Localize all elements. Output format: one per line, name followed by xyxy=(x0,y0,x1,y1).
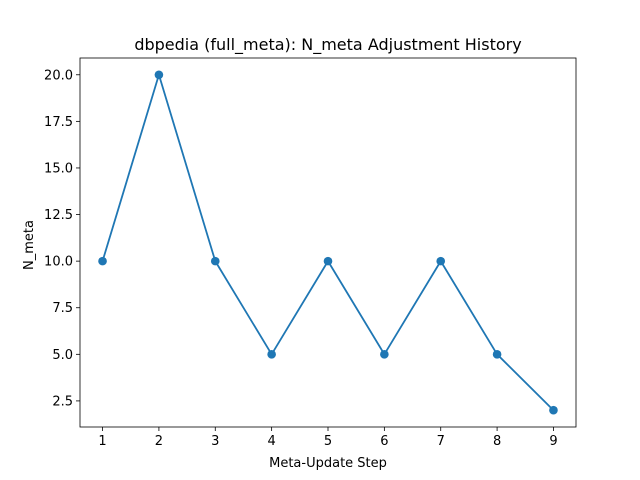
data-point xyxy=(98,256,107,266)
data-point xyxy=(492,350,502,359)
y-tick-label: 10.0 xyxy=(44,255,73,270)
y-axis-label: N_meta xyxy=(22,220,37,270)
chart-title: dbpedia (full_meta): N_meta Adjustment H… xyxy=(134,35,521,55)
y-tick-label: 2.5 xyxy=(52,394,73,409)
x-tick-label: 7 xyxy=(437,434,445,449)
x-tick-label: 1 xyxy=(98,434,106,449)
data-point xyxy=(154,70,164,80)
y-tick-label: 17.5 xyxy=(44,115,73,130)
x-tick-label: 4 xyxy=(267,434,275,449)
data-point xyxy=(436,256,446,266)
y-tick-label: 7.5 xyxy=(52,301,73,316)
y-tick-label: 20.0 xyxy=(44,68,73,83)
data-point xyxy=(549,405,558,415)
data-point xyxy=(267,350,276,359)
axes-frame xyxy=(79,57,577,428)
x-tick-label: 8 xyxy=(493,434,501,449)
y-tick-label: 12.5 xyxy=(44,208,73,223)
data-point xyxy=(323,256,333,266)
x-tick-label: 5 xyxy=(324,434,332,449)
data-point xyxy=(380,350,389,359)
x-axis-label: Meta-Update Step xyxy=(269,456,387,471)
x-tick-label: 9 xyxy=(549,434,557,449)
y-tick-label: 15.0 xyxy=(44,161,73,176)
y-tick-label: 5.0 xyxy=(52,348,73,363)
plot-area: 1 2 3 4 5 6 7 8 9 2.5 5.0 7.5 10.0 12.5 15.0 17.5 20.0 xyxy=(44,57,577,449)
x-tick-label: 3 xyxy=(211,434,219,449)
x-tick-label: 2 xyxy=(155,434,163,449)
data-point xyxy=(210,256,220,266)
x-tick-label: 6 xyxy=(380,434,388,449)
